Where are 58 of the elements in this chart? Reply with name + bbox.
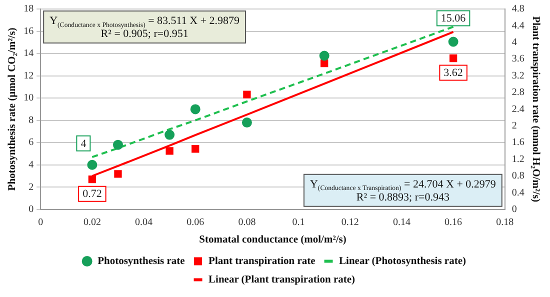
y-tick-label: 18 <box>24 4 34 15</box>
y2-tick-label: 3.2 <box>512 70 524 82</box>
data-label: 4 <box>80 138 87 150</box>
y-tick-label: 0 <box>28 204 34 216</box>
legend-label: Photosynthesis rate <box>98 256 186 267</box>
y2-tick-label: 1.2 <box>512 154 524 165</box>
y-tick-label: 14 <box>24 48 34 60</box>
y2-tick-label: 3.6 <box>512 54 524 65</box>
point <box>112 140 123 150</box>
y-tick-label: 4 <box>28 159 34 170</box>
point <box>449 54 458 62</box>
y2-tick-label: 2.4 <box>512 104 524 115</box>
y2-tick-label: 1.6 <box>512 137 524 148</box>
y-tick-label: 12 <box>24 70 34 82</box>
data-label: 3.62 <box>444 67 463 80</box>
y-tick-label: 16 <box>24 26 34 37</box>
x-tick-label: 0.02 <box>83 217 101 228</box>
x-tick-label: 0.16 <box>444 217 462 228</box>
x-tick-label: 0.12 <box>341 217 359 228</box>
x-tick-label: 0 <box>38 217 44 228</box>
y2-axis-title: Plant transpiration rate (mmol H₂O/m²/s) <box>530 16 541 203</box>
x-tick-label: 0.04 <box>135 217 153 228</box>
point <box>164 130 175 140</box>
y2-tick-label: 0.8 <box>512 170 524 182</box>
point <box>114 170 122 178</box>
point <box>88 176 96 184</box>
data-label: 15.06 <box>440 12 466 25</box>
data-label: 0.72 <box>82 188 102 200</box>
y2-tick-label: 4.4 <box>512 20 524 32</box>
x-tick-label: 0.1 <box>292 217 305 228</box>
point <box>87 160 98 170</box>
y2-tick-label: 2.8 <box>512 87 524 98</box>
point <box>319 50 330 61</box>
y2-tick-label: 4.8 <box>512 4 524 15</box>
legend-label: Linear (Plant transpiration rate) <box>208 274 356 286</box>
x-axis-title: Stomatal conductance (mol/m²/s) <box>199 234 347 246</box>
y-tick-label: 2 <box>28 182 34 193</box>
point <box>448 36 458 47</box>
y-axis-title: Photosynthesis rate (μmol CO₂/m²/s) <box>7 27 18 191</box>
legend-label: Linear (Photosynthesis rate) <box>339 256 466 267</box>
y2-tick-label: 0.4 <box>512 187 524 198</box>
legend-label: Plant transpiration rate <box>208 256 316 267</box>
y2-tick-label: 2 <box>512 120 517 132</box>
x-tick-label: 0.06 <box>186 217 204 228</box>
x-tick-label: 0.18 <box>496 217 514 228</box>
y-tick-label: 8 <box>28 114 34 126</box>
point <box>190 104 200 114</box>
point <box>242 118 252 128</box>
point <box>243 90 251 98</box>
y2-tick-label: 0 <box>512 204 517 216</box>
x-tick-label: 0.14 <box>392 217 410 228</box>
y2-tick-label: 4 <box>512 37 517 48</box>
x-tick-label: 0.08 <box>238 217 256 228</box>
y-tick-label: 10 <box>24 92 34 104</box>
point <box>320 59 328 68</box>
y-tick-label: 6 <box>28 137 34 148</box>
point <box>166 147 174 155</box>
point <box>192 145 200 153</box>
